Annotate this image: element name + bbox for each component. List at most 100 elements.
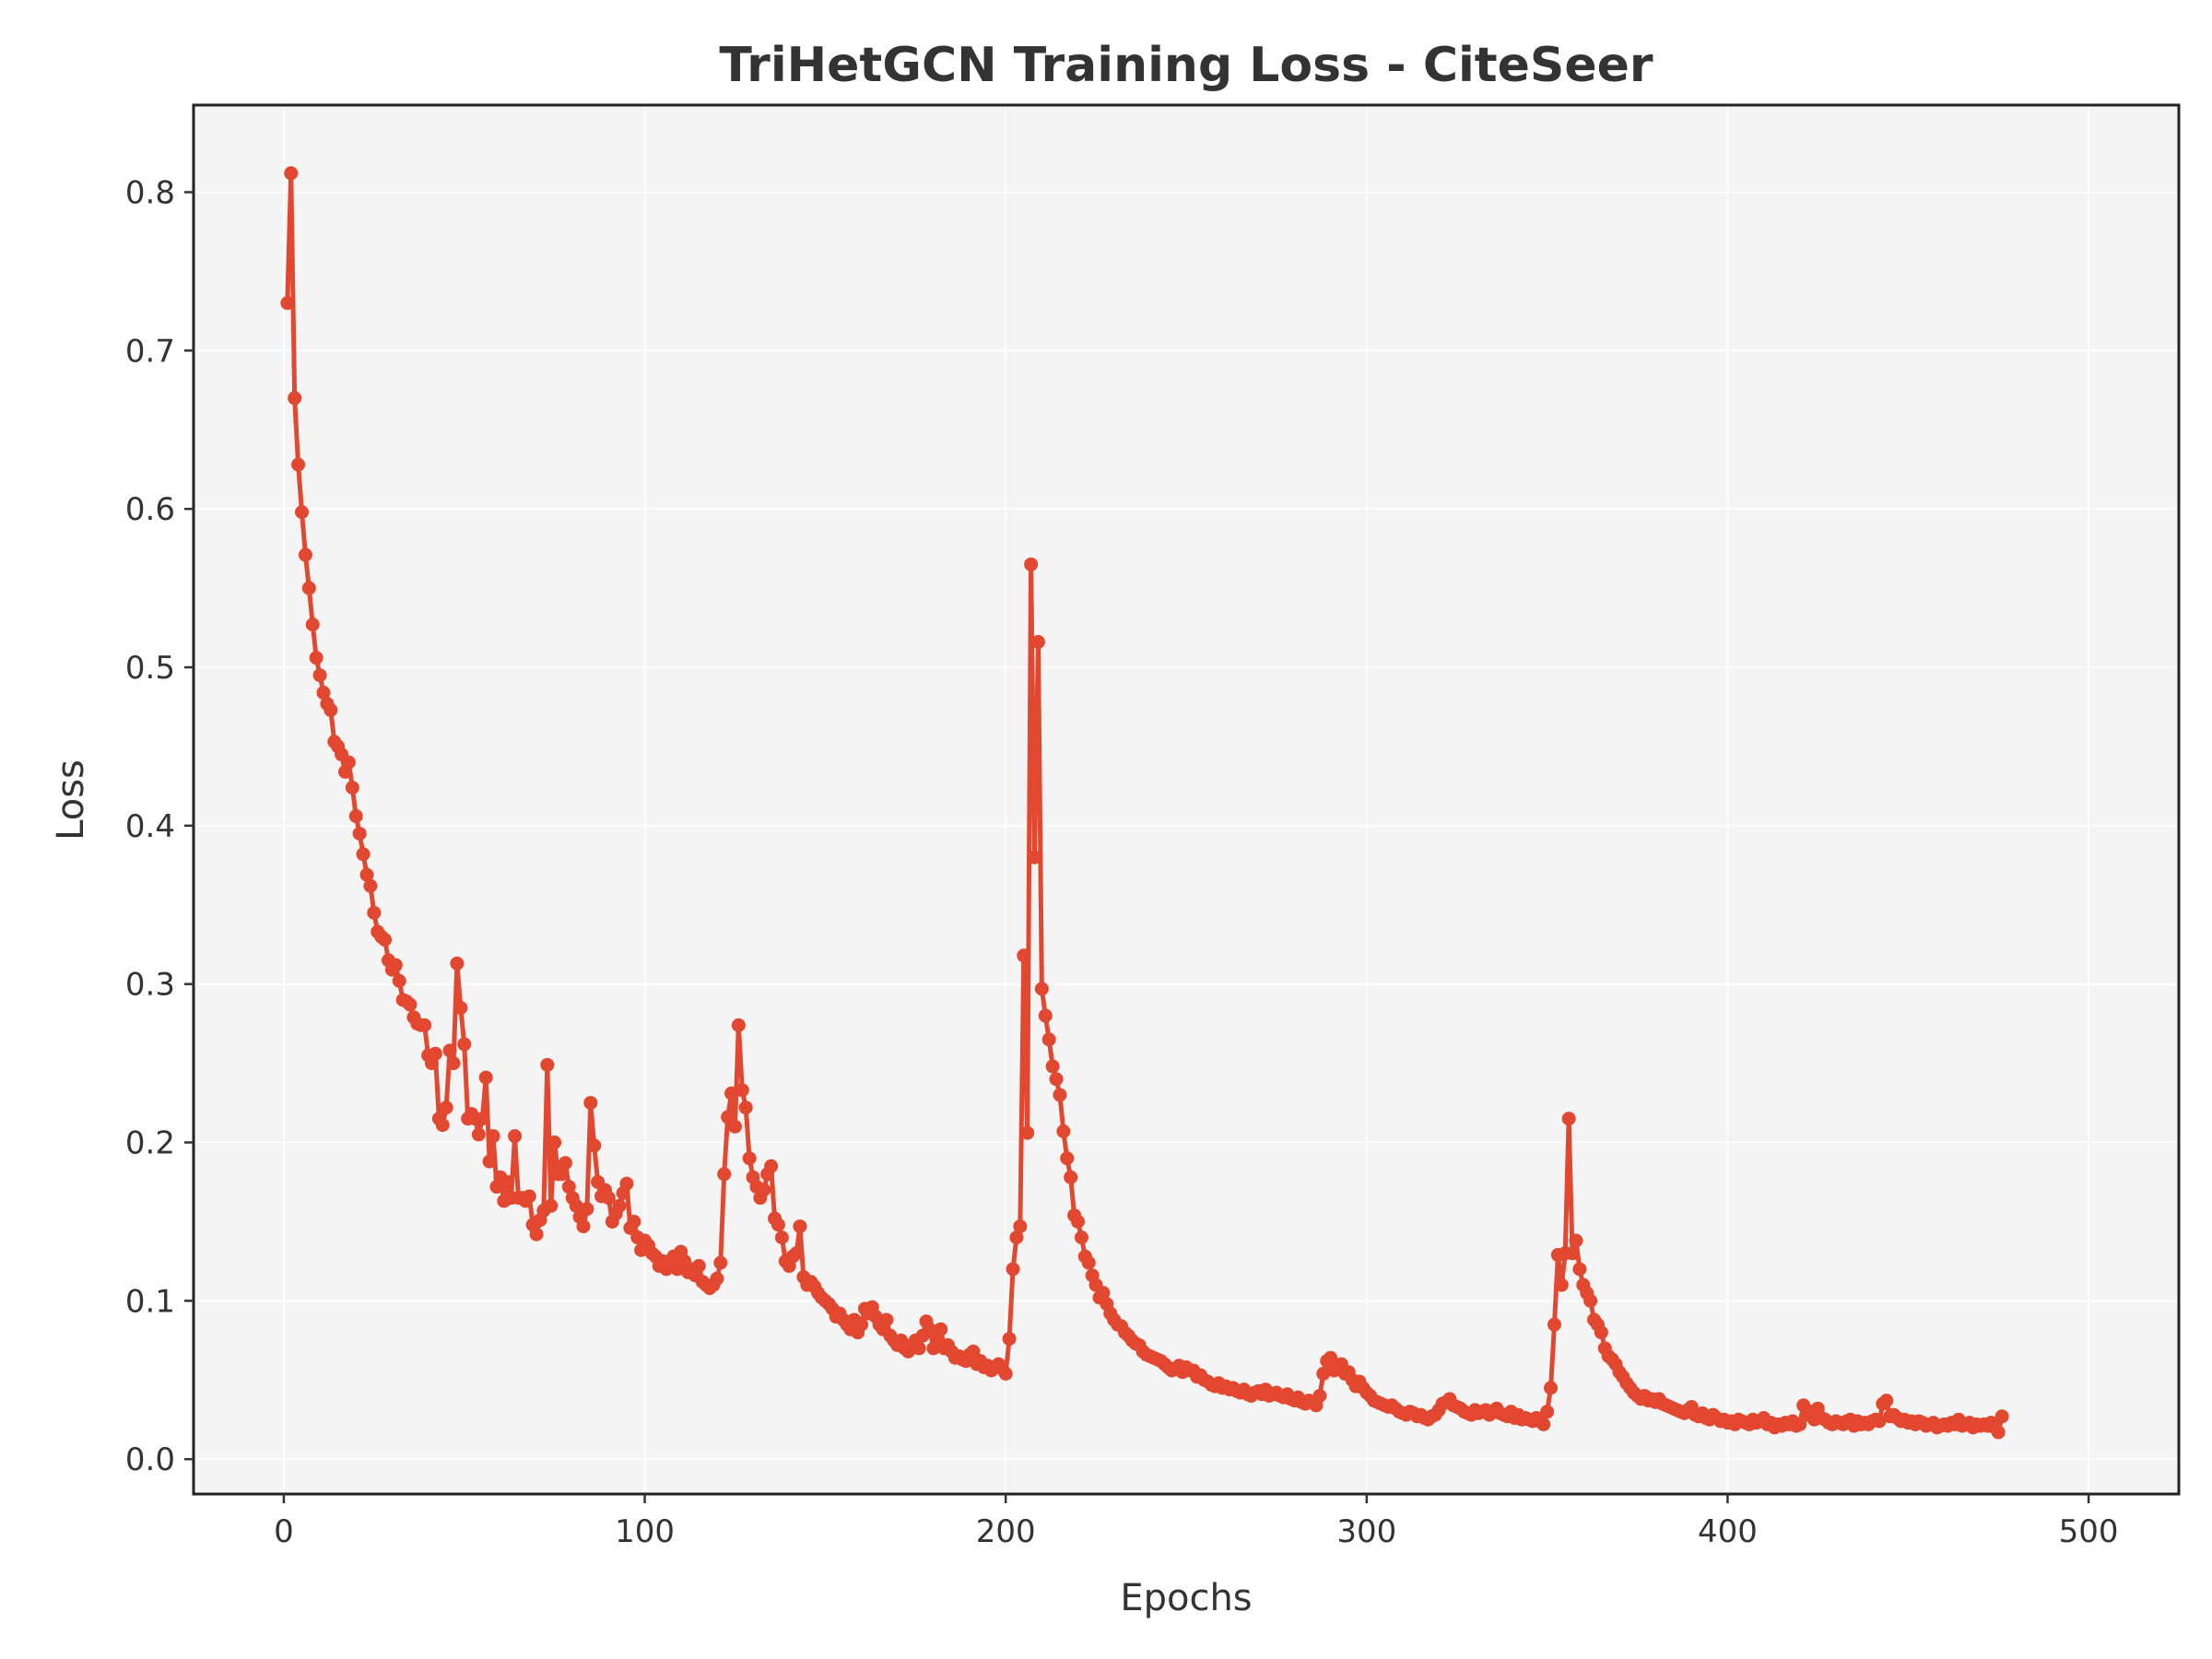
data-point — [367, 905, 382, 920]
data-point — [561, 1180, 576, 1194]
data-point — [363, 878, 378, 893]
data-point — [912, 1341, 926, 1356]
data-point — [1569, 1233, 1583, 1248]
data-point — [312, 668, 327, 683]
data-point — [1049, 1072, 1064, 1087]
data-point — [305, 618, 320, 632]
data-point — [1074, 1230, 1088, 1245]
data-point — [1540, 1405, 1555, 1419]
data-point — [471, 1127, 486, 1142]
data-point — [721, 1110, 735, 1124]
y-axis-ticks: 0.0 0.1 0.2 0.3 0.4 0.5 0.6 0.7 0.8 — [125, 175, 194, 1478]
data-point — [1009, 1230, 1024, 1245]
data-point — [583, 1096, 598, 1111]
data-point — [341, 755, 356, 770]
data-point — [1572, 1262, 1587, 1277]
data-point — [356, 847, 371, 862]
data-point — [627, 1214, 641, 1229]
data-point — [478, 1070, 493, 1085]
y-tick-label: 0.2 — [125, 1125, 175, 1162]
x-tick-label: 400 — [1698, 1513, 1758, 1550]
data-point — [486, 1129, 500, 1144]
data-point — [1879, 1394, 1894, 1408]
y-tick-label: 0.0 — [125, 1441, 175, 1478]
data-point — [522, 1189, 536, 1204]
y-tick-label: 0.7 — [125, 333, 175, 370]
data-point — [1060, 1151, 1075, 1166]
data-point — [724, 1086, 739, 1100]
data-point — [544, 1198, 559, 1213]
data-point — [1071, 1214, 1086, 1229]
loss-points — [280, 166, 2009, 1440]
y-tick-label: 0.3 — [125, 967, 175, 1004]
data-point — [619, 1176, 634, 1191]
data-point — [854, 1317, 869, 1332]
y-tick-label: 0.8 — [125, 175, 175, 212]
data-point — [1793, 1417, 1807, 1431]
data-point — [966, 1344, 981, 1359]
data-point — [1056, 1124, 1071, 1138]
data-point — [1312, 1388, 1327, 1403]
data-point — [1034, 982, 1049, 996]
data-point — [710, 1271, 724, 1286]
data-point — [731, 1018, 746, 1032]
data-point — [587, 1138, 602, 1153]
x-axis-label: Epochs — [1120, 1577, 1252, 1619]
data-point — [301, 581, 316, 595]
data-point — [1002, 1332, 1017, 1347]
data-point — [378, 933, 393, 947]
x-tick-label: 0 — [274, 1513, 294, 1550]
data-point — [294, 505, 309, 520]
data-point — [1017, 948, 1031, 963]
data-point — [717, 1167, 732, 1182]
data-point — [457, 1037, 472, 1052]
data-point — [934, 1322, 948, 1336]
data-point — [450, 956, 465, 971]
data-point — [771, 1218, 785, 1232]
series-training-loss — [280, 166, 2009, 1440]
data-point — [727, 1119, 742, 1134]
data-point — [1594, 1325, 1608, 1340]
data-point — [345, 781, 359, 795]
data-point — [529, 1227, 544, 1241]
data-point — [764, 1159, 779, 1173]
y-tick-label: 0.6 — [125, 491, 175, 528]
data-point — [1872, 1414, 1887, 1429]
data-point — [757, 1182, 771, 1197]
data-point — [359, 867, 374, 882]
data-point — [879, 1312, 894, 1327]
data-point — [1081, 1255, 1096, 1270]
data-point — [923, 1322, 937, 1336]
data-point — [547, 1135, 562, 1150]
data-point — [475, 1112, 489, 1126]
data-point — [580, 1202, 594, 1217]
plot-area — [194, 105, 2179, 1494]
data-point — [1096, 1286, 1111, 1300]
x-tick-label: 100 — [615, 1513, 675, 1550]
data-point — [735, 1083, 749, 1098]
data-point — [1324, 1350, 1338, 1365]
data-point — [789, 1246, 804, 1261]
data-point — [428, 1046, 442, 1061]
data-point — [1547, 1317, 1561, 1332]
data-point — [601, 1191, 616, 1206]
data-point — [540, 1057, 555, 1072]
data-point — [280, 296, 295, 311]
x-tick-label: 300 — [1336, 1513, 1396, 1550]
data-point — [324, 702, 338, 717]
data-point — [713, 1255, 728, 1270]
data-point — [291, 457, 306, 472]
data-point — [1038, 1008, 1053, 1023]
data-point — [453, 1000, 468, 1015]
data-point — [388, 958, 403, 972]
data-point — [793, 1219, 807, 1234]
data-point — [392, 973, 406, 988]
x-tick-label: 500 — [2059, 1513, 2119, 1550]
x-axis-ticks: 0 100 200 300 400 500 — [274, 1494, 2119, 1550]
data-point — [1536, 1417, 1551, 1431]
data-point — [500, 1174, 515, 1189]
data-point — [352, 826, 367, 841]
data-point — [1561, 1112, 1576, 1126]
data-point — [316, 686, 331, 700]
